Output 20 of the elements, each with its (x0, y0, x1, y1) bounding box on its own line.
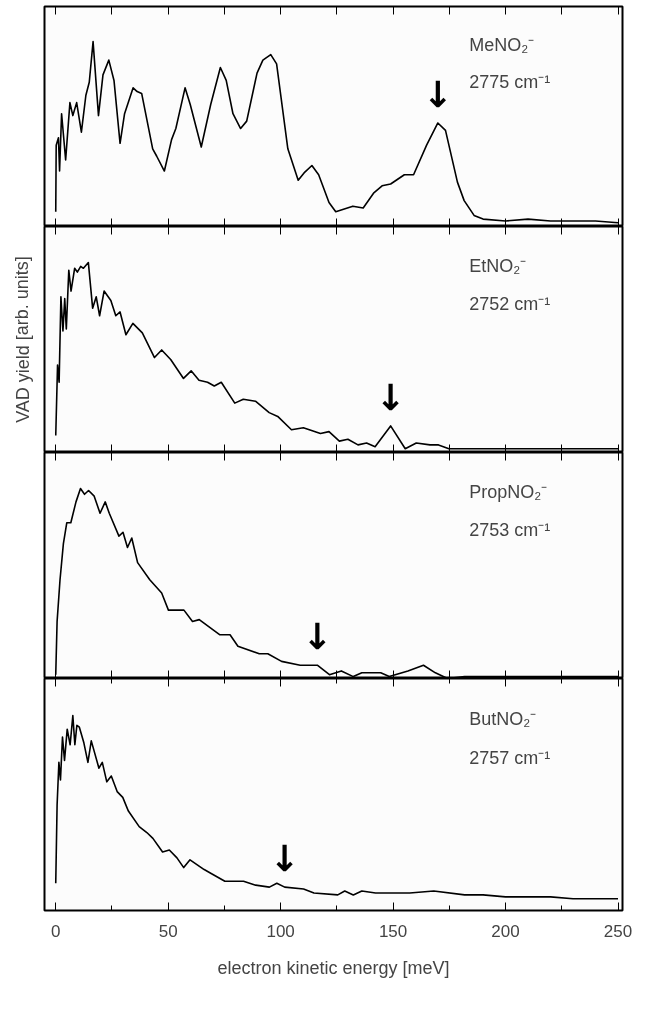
x-tick-label: 250 (603, 921, 633, 941)
annotation: MeNO₂⁻ (469, 35, 535, 56)
x-tick-label: 100 (266, 921, 295, 941)
x-axis-title: electron kinetic energy [meV] (217, 957, 450, 978)
annotation: 2757 cm⁻¹ (469, 748, 551, 769)
annotation: ↓ (422, 73, 453, 115)
annotation: 2775 cm⁻¹ (469, 72, 551, 93)
annotation: ↓ (302, 616, 333, 658)
y-axis-title: VAD yield [arb. units] (12, 256, 33, 423)
annotation: EtNO₂⁻ (469, 256, 527, 277)
x-tick-label: 0 (51, 921, 61, 941)
annotation: PropNO₂⁻ (469, 482, 548, 503)
annotation: ButNO₂⁻ (469, 709, 537, 730)
annotation: 2752 cm⁻¹ (469, 294, 551, 315)
annotation: ↓ (269, 838, 300, 880)
annotation: 2753 cm⁻¹ (469, 520, 551, 541)
x-tick-label: 200 (491, 921, 520, 941)
annotation: ↓ (375, 376, 406, 418)
x-tick-label: 50 (158, 921, 178, 941)
x-tick-label: 150 (378, 921, 408, 941)
